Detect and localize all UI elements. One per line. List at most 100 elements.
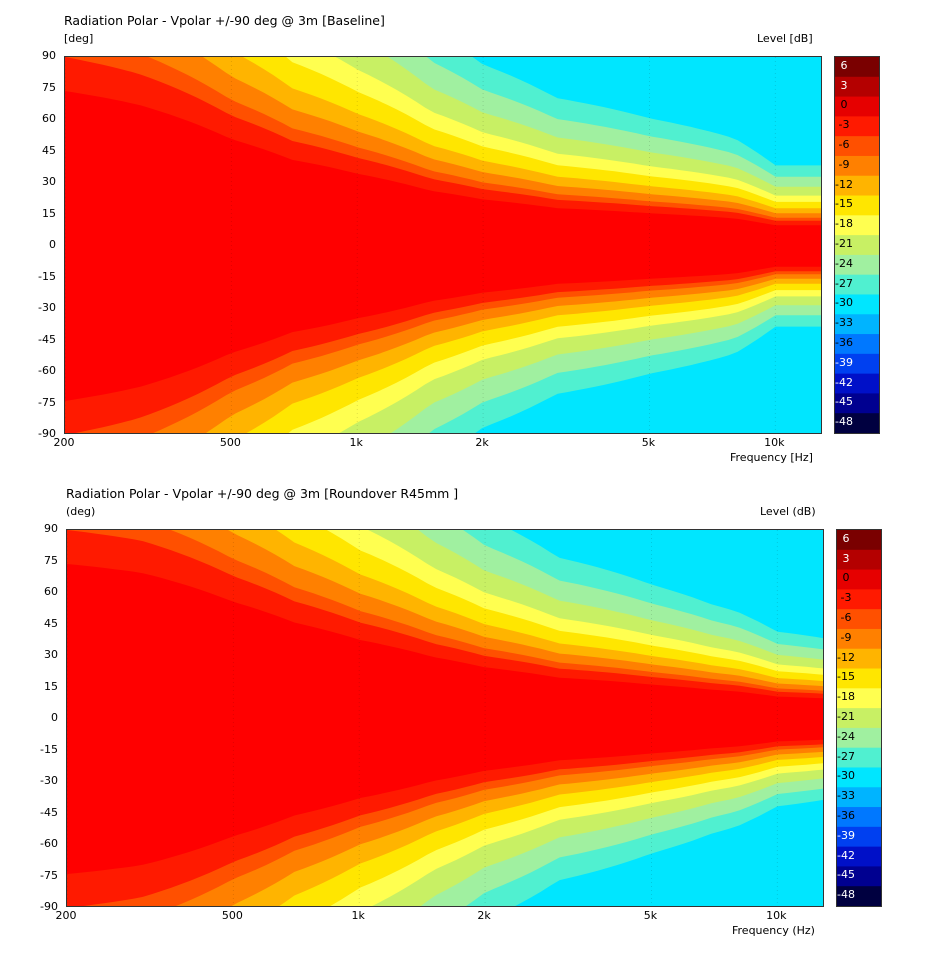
x-tick-label: 5k	[641, 436, 656, 449]
colorbar-tick-label: -3	[838, 118, 850, 132]
colorbar-tick-label: -6	[838, 138, 850, 152]
y-tick-label: -60	[38, 364, 56, 377]
colorbar-tick-label: 3	[842, 551, 850, 565]
y-tick-label: 30	[44, 648, 58, 661]
colorbar-tick-label: -27	[837, 749, 855, 763]
chart-title: Radiation Polar - Vpolar +/-90 deg @ 3m …	[66, 486, 459, 501]
colorbar-swatch	[837, 708, 881, 729]
contour-band-core	[67, 564, 823, 874]
colorbar-tick-label: -42	[835, 375, 853, 389]
colorbar-swatch	[837, 530, 881, 551]
colorbar-tick-label: -24	[835, 256, 853, 270]
y-tick-label: -30	[38, 301, 56, 314]
colorbar-tick-label: -3	[840, 591, 852, 605]
colorbar-swatch	[837, 727, 881, 749]
y-tick-label: 15	[44, 679, 58, 693]
x-tick-label: 500	[221, 909, 243, 922]
colorbar-swatch	[835, 235, 879, 256]
colorbar-tick-label: -18	[835, 217, 853, 231]
x-tick-label: 10k	[766, 909, 787, 922]
colorbar-tick-label: -45	[837, 868, 855, 882]
colorbar-swatch	[837, 609, 881, 630]
chart-title: Radiation Polar - Vpolar +/-90 deg @ 3m …	[64, 13, 385, 28]
colorbar-swatch	[837, 569, 881, 590]
colorbar-tick-label: -18	[837, 690, 855, 704]
colorbar-swatch	[837, 866, 881, 887]
chart-panel-roundover: Radiation Polar - Vpolar +/-90 deg @ 3m …	[0, 473, 933, 970]
y-tick-label: -60	[40, 837, 58, 850]
colorbar-swatch	[835, 57, 879, 78]
colorbar-tick-label: -48	[837, 888, 855, 902]
x-tick-label: 2k	[477, 909, 491, 922]
y-tick-label: -30	[40, 774, 58, 787]
y-tick-label: 75	[44, 553, 58, 567]
colorbar-swatch	[835, 116, 879, 137]
colorbar-swatch	[837, 747, 881, 768]
colorbar-swatch	[837, 807, 881, 828]
colorbar-swatch	[835, 413, 879, 433]
y-tick-label: -75	[38, 395, 56, 409]
colorbar-swatch	[835, 254, 879, 276]
colorbar-tick-label: -21	[837, 710, 855, 723]
colorbar-tick-label: -33	[835, 316, 853, 330]
colorbar-tick-label: -39	[835, 355, 853, 369]
colorbar-label: Level [dB]	[757, 32, 813, 45]
x-tick-label: 200	[55, 909, 77, 922]
colorbar-swatch	[835, 215, 879, 236]
colorbar-tick-label: 6	[840, 58, 848, 72]
colorbar-tick-label: -15	[835, 197, 853, 211]
colorbar-tick-label: 0	[842, 571, 850, 585]
x-axis-label: Frequency (Hz)	[732, 924, 815, 937]
colorbar-tick-label: -12	[835, 177, 853, 191]
colorbar-tick-label: -45	[835, 395, 853, 409]
colorbar-swatch	[835, 96, 879, 117]
colorbar-swatch	[837, 688, 881, 709]
colorbar-label: Level (dB)	[760, 505, 816, 518]
colorbar-tick-label: 3	[840, 78, 848, 92]
colorbar-tick-label: -15	[837, 670, 855, 684]
y-tick-label: 60	[42, 112, 56, 125]
colorbar-tick-label: -39	[837, 828, 855, 842]
chart-panel-baseline: Radiation Polar - Vpolar +/-90 deg @ 3m …	[0, 0, 933, 470]
colorbar-swatch	[837, 668, 881, 689]
colorbar-tick-label: -9	[840, 630, 852, 644]
colorbar-tick-label: -6	[840, 611, 852, 625]
y-tick-label: -90	[40, 900, 58, 913]
colorbar-swatch	[837, 767, 881, 788]
colorbar-tick-label: -9	[838, 157, 850, 171]
contour-band-core	[65, 91, 821, 401]
y-tick-label: 60	[44, 585, 58, 598]
y-axis-label: [deg]	[64, 32, 94, 45]
y-tick-label: -45	[40, 805, 58, 819]
colorbar-swatch	[835, 136, 879, 157]
heatmap-svg	[67, 530, 823, 906]
colorbar-swatch	[835, 175, 879, 197]
colorbar-swatch	[835, 334, 879, 355]
colorbar-tick-label: -36	[837, 808, 855, 822]
y-tick-label: 0	[49, 238, 56, 251]
y-axis-label: (deg)	[66, 505, 96, 518]
x-axis-label: Frequency [Hz]	[730, 451, 813, 464]
colorbar-swatch	[837, 787, 881, 808]
x-tick-label: 1k	[351, 909, 365, 922]
colorbar-swatch	[835, 274, 879, 295]
y-tick-label: -15	[40, 742, 58, 756]
y-tick-label: 90	[44, 522, 58, 535]
y-tick-label: 75	[42, 80, 56, 94]
y-tick-label: 0	[51, 711, 58, 724]
colorbar-swatch	[835, 314, 879, 335]
colorbar	[836, 529, 882, 907]
y-tick-label: -75	[40, 868, 58, 882]
heatmap-svg	[65, 57, 821, 433]
colorbar-swatch	[835, 76, 879, 98]
colorbar-swatch	[837, 826, 881, 848]
x-tick-label: 10k	[764, 436, 785, 449]
colorbar-swatch	[835, 195, 879, 216]
y-tick-label: 30	[42, 175, 56, 188]
colorbar-tick-label: -33	[837, 789, 855, 803]
colorbar-tick-label: -27	[835, 276, 853, 290]
colorbar-tick-label: -24	[837, 729, 855, 743]
heatmap-plot-area	[64, 56, 822, 434]
x-tick-label: 200	[53, 436, 75, 449]
colorbar-swatch	[835, 155, 879, 177]
